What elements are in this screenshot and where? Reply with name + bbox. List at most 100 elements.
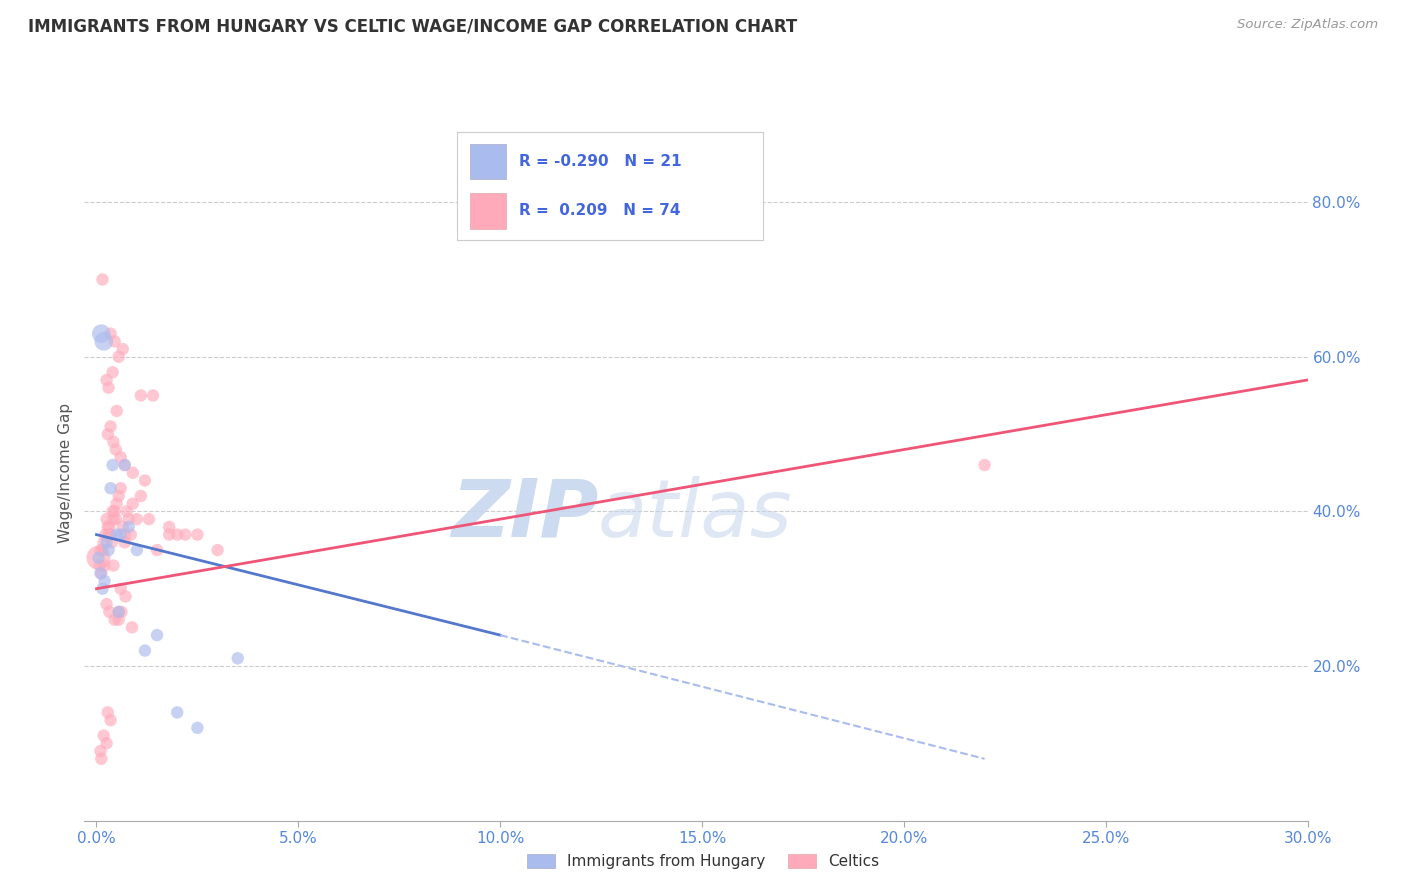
- Point: [96, 512, 118, 526]
- Point: [115, 504, 138, 518]
- Point: [94, 527, 117, 541]
- Point: [120, 527, 142, 541]
- Point: [93, 574, 115, 588]
- Point: [121, 497, 143, 511]
- Point: [207, 543, 229, 558]
- Point: [107, 350, 129, 364]
- Point: [111, 520, 134, 534]
- Point: [142, 388, 165, 402]
- Point: [104, 613, 127, 627]
- Point: [91, 272, 114, 286]
- Point: [96, 597, 118, 611]
- Point: [101, 535, 124, 549]
- Point: [100, 481, 122, 495]
- Point: [138, 512, 160, 526]
- Point: [93, 729, 115, 743]
- Point: [90, 566, 112, 581]
- Point: [103, 434, 125, 449]
- Point: [90, 752, 112, 766]
- Point: [97, 520, 120, 534]
- Point: [97, 427, 120, 442]
- Point: [118, 520, 141, 534]
- Point: [87, 550, 110, 565]
- Point: [186, 721, 208, 735]
- Point: [98, 520, 121, 534]
- Point: [121, 466, 143, 480]
- Point: [107, 489, 129, 503]
- Point: [110, 527, 132, 541]
- Point: [226, 651, 249, 665]
- Point: [121, 620, 143, 634]
- Point: [125, 512, 148, 526]
- Point: [100, 713, 122, 727]
- Point: [174, 527, 197, 541]
- Point: [129, 489, 152, 503]
- Point: [87, 550, 110, 565]
- Point: [157, 520, 180, 534]
- Point: [103, 558, 125, 573]
- Y-axis label: Wage/Income Gap: Wage/Income Gap: [58, 402, 73, 543]
- Point: [166, 527, 188, 541]
- Point: [186, 527, 208, 541]
- Point: [97, 706, 120, 720]
- Point: [110, 450, 132, 465]
- Point: [93, 558, 115, 573]
- Point: [101, 504, 124, 518]
- Point: [90, 326, 112, 341]
- Text: IMMIGRANTS FROM HUNGARY VS CELTIC WAGE/INCOME GAP CORRELATION CHART: IMMIGRANTS FROM HUNGARY VS CELTIC WAGE/I…: [28, 18, 797, 36]
- Point: [107, 605, 129, 619]
- Point: [111, 342, 134, 356]
- Point: [134, 474, 156, 488]
- Point: [125, 543, 148, 558]
- Point: [103, 512, 125, 526]
- Point: [118, 512, 141, 526]
- Point: [110, 481, 132, 495]
- Point: [973, 458, 995, 472]
- Point: [100, 419, 122, 434]
- Point: [97, 381, 120, 395]
- Point: [105, 527, 128, 541]
- Point: [91, 582, 114, 596]
- Point: [104, 334, 127, 349]
- Point: [110, 605, 132, 619]
- Legend: Immigrants from Hungary, Celtics: Immigrants from Hungary, Celtics: [522, 848, 884, 875]
- Point: [110, 582, 132, 596]
- Point: [91, 543, 114, 558]
- Point: [100, 326, 122, 341]
- Point: [97, 527, 120, 541]
- Point: [104, 512, 127, 526]
- Point: [114, 458, 136, 472]
- Point: [101, 365, 124, 379]
- Text: ZIP: ZIP: [451, 475, 598, 554]
- Point: [104, 504, 127, 518]
- Point: [89, 744, 111, 758]
- Point: [157, 527, 180, 541]
- Text: Source: ZipAtlas.com: Source: ZipAtlas.com: [1237, 18, 1378, 31]
- Point: [93, 535, 115, 549]
- Point: [107, 605, 129, 619]
- Point: [107, 613, 129, 627]
- Point: [101, 458, 124, 472]
- Text: atlas: atlas: [598, 475, 793, 554]
- Point: [93, 334, 115, 349]
- Point: [96, 373, 118, 387]
- Point: [114, 458, 136, 472]
- Point: [146, 628, 169, 642]
- Point: [97, 543, 120, 558]
- Point: [96, 736, 118, 750]
- Point: [104, 442, 127, 457]
- Point: [89, 543, 111, 558]
- Point: [89, 558, 111, 573]
- Point: [166, 706, 188, 720]
- Point: [98, 605, 121, 619]
- Point: [146, 543, 169, 558]
- Point: [100, 527, 122, 541]
- Point: [114, 590, 136, 604]
- Point: [134, 643, 156, 657]
- Point: [105, 404, 128, 418]
- Point: [114, 527, 136, 541]
- Point: [96, 535, 118, 549]
- Point: [129, 388, 152, 402]
- Point: [105, 497, 128, 511]
- Point: [114, 535, 136, 549]
